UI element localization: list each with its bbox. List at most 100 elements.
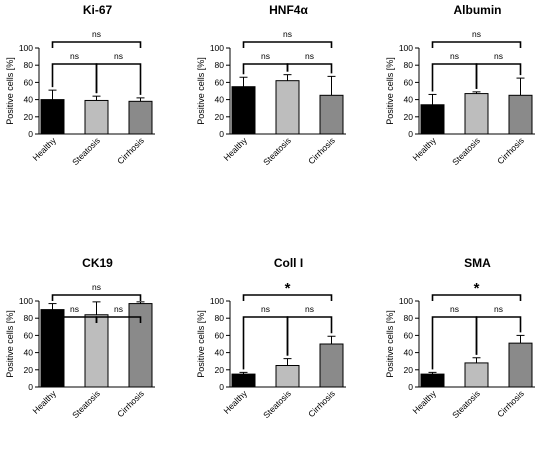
bar-cirrhosis — [319, 94, 344, 135]
bar-cirrhosis — [128, 100, 153, 135]
y-tick-label: 60 — [24, 330, 34, 340]
significance-label: ns — [261, 51, 270, 61]
bar-cirrhosis — [128, 303, 153, 388]
significance-bracket — [431, 41, 522, 48]
y-tick-label: 20 — [215, 112, 225, 122]
bar-steatosis — [84, 99, 109, 135]
y-axis-label: Positive cells [%] — [196, 57, 206, 125]
significance-bracket — [242, 41, 333, 48]
significance-bracket — [431, 294, 522, 301]
category-label: Cirrhosis — [306, 388, 337, 419]
y-tick-label: 40 — [215, 95, 225, 105]
significance-bracket — [286, 63, 333, 74]
bar-steatosis — [84, 314, 109, 388]
significance-label: ns — [305, 51, 314, 61]
significance-label: ns — [472, 29, 481, 39]
y-tick-label: 0 — [28, 382, 33, 392]
y-tick-label: 40 — [24, 95, 34, 105]
y-tick-label: 100 — [19, 43, 33, 53]
chart-panel: Ki-67 0 20 40 60 80 100 Positive cells [%] Healt… — [5, 3, 155, 167]
significance-bracket — [95, 316, 142, 323]
significance-bracket — [242, 316, 289, 370]
y-axis-label: Positive cells [%] — [5, 310, 15, 378]
significance-bracket — [51, 294, 142, 301]
category-label: Cirrhosis — [495, 135, 526, 166]
chart-title: HNF4α — [269, 3, 308, 17]
chart-panel: HNF4α 0 20 40 60 80 100 Positive cells [%] Healt… — [196, 3, 346, 167]
category-label: Healthy — [221, 135, 249, 163]
bar-steatosis — [464, 362, 489, 388]
y-axis-label: Positive cells [%] — [5, 57, 15, 125]
significance-bracket — [242, 294, 333, 301]
y-tick-label: 80 — [24, 60, 34, 70]
y-tick-label: 80 — [404, 60, 414, 70]
y-tick-label: 0 — [28, 129, 33, 139]
y-tick-label: 20 — [215, 365, 225, 375]
significance-bracket — [475, 63, 522, 89]
chart-panel: CK19 0 20 40 60 80 100 Positive cells [%] Health… — [5, 256, 155, 420]
y-tick-label: 40 — [215, 348, 225, 358]
category-label: Cirrhosis — [306, 135, 337, 166]
y-tick-label: 40 — [404, 95, 414, 105]
significance-bracket — [51, 63, 98, 94]
bar-healthy — [40, 99, 65, 135]
chart-panel: Coll I 0 20 40 60 80 100 Positive cells [%] Heal… — [196, 256, 346, 420]
category-label: Steatosis — [450, 135, 482, 167]
bar-steatosis — [275, 365, 300, 388]
bar-cirrhosis — [508, 342, 533, 388]
y-tick-label: 0 — [219, 382, 224, 392]
significance-bracket — [242, 63, 289, 75]
category-label: Cirrhosis — [115, 388, 146, 419]
significance-label: ns — [494, 304, 503, 314]
y-tick-label: 0 — [408, 129, 413, 139]
bar-steatosis — [464, 93, 489, 135]
y-axis-label: Positive cells [%] — [385, 310, 395, 378]
chart-title: SMA — [464, 256, 491, 270]
significance-label: ns — [494, 51, 503, 61]
y-tick-label: 60 — [404, 330, 414, 340]
bar-healthy — [231, 86, 256, 135]
chart-title: CK19 — [82, 256, 113, 270]
category-label: Healthy — [410, 388, 438, 416]
y-axis-label: Positive cells [%] — [196, 310, 206, 378]
significance-label: ns — [450, 304, 459, 314]
y-tick-label: 80 — [404, 313, 414, 323]
y-tick-label: 60 — [404, 77, 414, 87]
chart-title: Coll I — [274, 256, 303, 270]
category-label: Healthy — [30, 135, 58, 163]
category-label: Healthy — [30, 388, 58, 416]
category-label: Steatosis — [450, 388, 482, 420]
category-label: Cirrhosis — [115, 135, 146, 166]
y-tick-label: 100 — [210, 43, 224, 53]
category-label: Steatosis — [70, 388, 102, 420]
significance-label: ns — [450, 51, 459, 61]
significance-label: * — [285, 280, 291, 297]
significance-bracket — [95, 63, 142, 95]
y-tick-label: 40 — [24, 348, 34, 358]
y-tick-label: 20 — [24, 112, 34, 122]
bar-cirrhosis — [508, 94, 533, 135]
category-label: Steatosis — [261, 388, 293, 420]
category-label: Healthy — [410, 135, 438, 163]
significance-label: ns — [261, 304, 270, 314]
y-tick-label: 60 — [215, 77, 225, 87]
y-tick-label: 20 — [24, 365, 34, 375]
significance-label: * — [474, 280, 480, 297]
significance-label: ns — [70, 51, 79, 61]
y-tick-label: 40 — [404, 348, 414, 358]
category-label: Cirrhosis — [495, 388, 526, 419]
significance-label: ns — [283, 29, 292, 39]
significance-bracket — [431, 316, 478, 370]
significance-label: ns — [92, 29, 101, 39]
significance-label: ns — [305, 304, 314, 314]
significance-label: ns — [114, 51, 123, 61]
y-tick-label: 80 — [215, 313, 225, 323]
category-label: Healthy — [221, 388, 249, 416]
category-label: Steatosis — [70, 135, 102, 167]
y-tick-label: 60 — [215, 330, 225, 340]
y-tick-label: 100 — [19, 296, 33, 306]
bar-healthy — [420, 104, 445, 135]
category-label: Steatosis — [261, 135, 293, 167]
y-axis-label: Positive cells [%] — [385, 57, 395, 125]
